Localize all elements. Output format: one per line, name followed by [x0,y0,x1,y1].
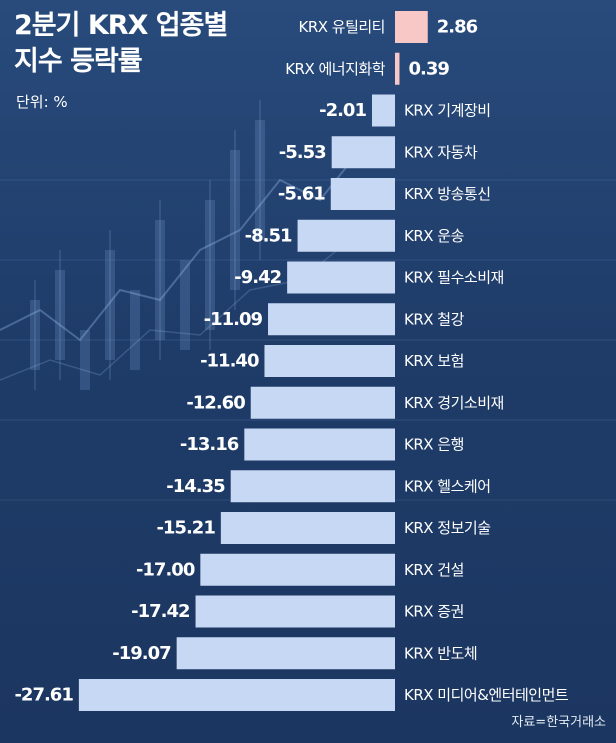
value-label-15: -19.07 [112,643,171,664]
value-label-0: 2.86 [437,17,478,38]
value-label-4: -5.61 [278,184,325,205]
value-label-7: -11.09 [204,309,263,330]
category-label-16: KRX 미디어&엔터테인먼트 [404,686,569,704]
category-label-13: KRX 건설 [404,561,464,579]
bar-10 [244,428,395,461]
value-label-12: -15.21 [156,518,215,539]
category-label-10: KRX 은행 [404,436,464,454]
value-label-16: -27.61 [14,685,73,706]
bar-4 [330,178,395,210]
bar-8 [264,345,395,377]
bar-6 [287,261,395,294]
chart-title-line-2: 지수 등락률 [14,46,143,77]
value-label-14: -17.42 [131,601,189,622]
category-label-5: KRX 운송 [404,227,464,245]
category-label-11: KRX 헬스케어 [404,477,491,495]
value-label-10: -13.16 [180,434,239,455]
bar-1 [395,52,400,85]
bar-2 [371,94,395,127]
chart-title-line-1: 2분기 KRX 업종별 [14,10,228,41]
bar-13 [200,553,395,586]
category-label-4: KRX 방송통신 [404,185,491,203]
category-label-1: KRX 에너지화학 [285,60,386,78]
bar-14 [195,595,395,628]
category-label-14: KRX 증권 [404,603,464,621]
category-label-0: KRX 유틸리티 [298,18,385,36]
value-label-5: -8.51 [245,225,292,246]
category-label-6: KRX 필수소비재 [404,269,504,287]
category-label-3: KRX 자동차 [404,143,478,161]
bar-16 [78,679,395,711]
category-label-15: KRX 반도체 [404,644,477,662]
value-label-2: -2.01 [319,100,366,121]
value-label-13: -17.00 [136,559,195,580]
category-label-2: KRX 기계장비 [404,102,491,120]
category-label-8: KRX 보험 [404,352,464,370]
unit-label: 단위: % [16,93,68,111]
value-label-11: -14.35 [166,476,225,497]
value-label-9: -12.60 [186,392,245,413]
category-label-9: KRX 경기소비재 [404,394,504,412]
value-label-8: -11.40 [200,351,259,372]
category-label-12: KRX 정보기술 [404,519,491,537]
bar-12 [220,512,395,544]
source-label: 자료=한국거래소 [511,715,606,730]
value-label-3: -5.53 [279,142,326,163]
category-label-7: KRX 철강 [404,310,465,328]
value-label-1: 0.39 [408,58,449,79]
value-label-6: -9.42 [234,267,281,288]
bar-7 [268,303,395,336]
bar-9 [250,386,395,419]
bar-15 [176,637,395,670]
bar-3 [331,136,395,169]
bar-5 [297,219,395,252]
bar-0 [395,11,428,43]
bar-11 [230,470,395,503]
